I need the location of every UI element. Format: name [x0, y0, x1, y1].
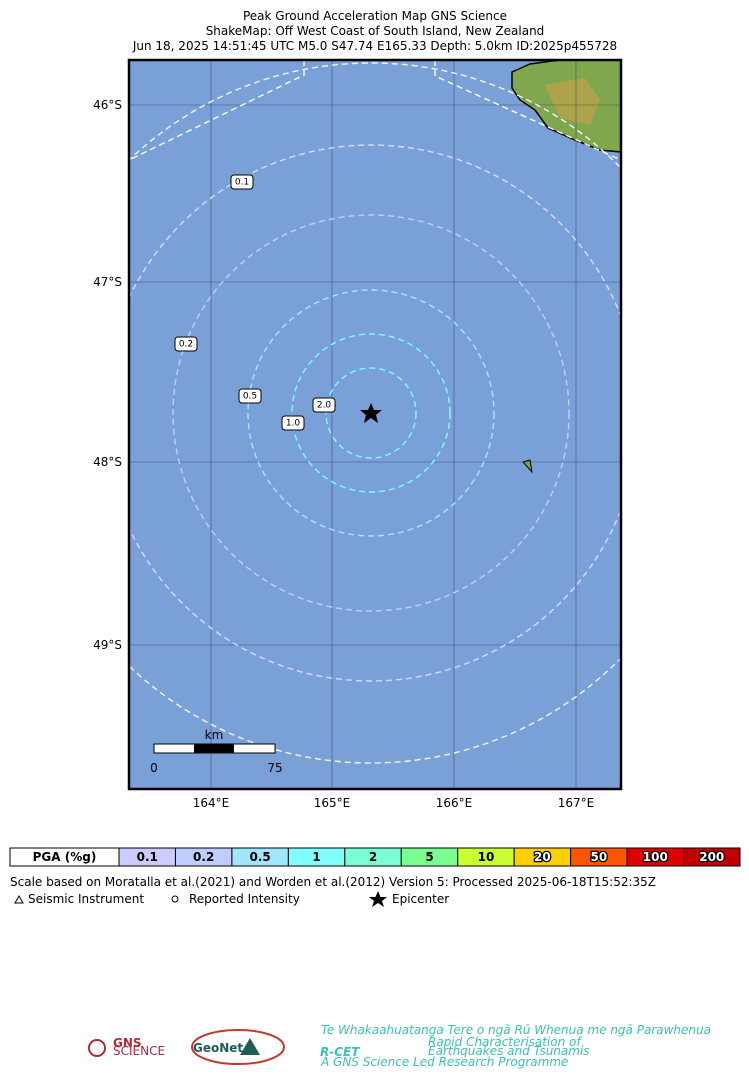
legend-cell-label: 50 [591, 850, 608, 864]
scale-note: Scale based on Moratalla et al.(2021) an… [10, 875, 656, 889]
legend-cell [683, 847, 741, 867]
lon-labels: 164°E 165°E 166°E 167°E [193, 796, 595, 810]
gns-logo: GNS [113, 1036, 142, 1050]
island [522, 459, 533, 474]
legend-cell-label: 10 [478, 850, 495, 864]
contour-label: 1.0 [286, 419, 301, 429]
legend-cell-label: 0.1 [137, 850, 158, 864]
intensity-symbol [171, 895, 179, 903]
rcet-maori: Te Whakaahuatanga Tere o ngā Rū Whenua m… [321, 1023, 711, 1037]
lat-label: 47°S [93, 275, 122, 289]
legend-cell-label: 200 [699, 850, 724, 864]
lon-label: 165°E [314, 796, 351, 810]
subtitle: ShakeMap: Off West Coast of South Island… [206, 24, 545, 38]
map-frame [127, 58, 623, 791]
epicenter-symbol [369, 891, 387, 907]
legend-cell-label: 0.5 [250, 850, 271, 864]
contour-label: 0.2 [179, 340, 193, 350]
contour-label: 2.0 [317, 401, 332, 411]
lon-label: 164°E [193, 796, 230, 810]
lon-label: 166°E [436, 796, 473, 810]
gns-logo-sub: SCIENCE [113, 1044, 165, 1058]
legend-cell-label: 5 [425, 850, 433, 864]
legend-cell-label: 0.2 [193, 850, 214, 864]
legend-cell-label: 1 [312, 850, 320, 864]
contour-labels: 0.1 0.2 0.5 1.0 2.0 [174, 174, 336, 431]
map [129, 60, 621, 789]
contour-label: 0.5 [243, 392, 257, 402]
legend-instrument: Seismic Instrument [28, 892, 144, 906]
rcet-desc: Earthquakes and Tsunamis [428, 1044, 590, 1058]
legend-header: PGA (%g) [33, 850, 97, 864]
ocean [129, 60, 621, 789]
terrain [545, 78, 600, 125]
instrument-symbol [14, 894, 24, 904]
event-info: Jun 18, 2025 14:51:45 UTC M5.0 S47.74 E1… [132, 39, 617, 53]
lat-label: 46°S [93, 98, 122, 112]
contour-label: 0.1 [235, 178, 249, 188]
rcet-logo: R-CET [320, 1045, 360, 1059]
geonet-logo: GeoNet [193, 1041, 243, 1055]
legend-cell-label: 20 [534, 850, 551, 864]
scale-start: 0 [150, 761, 158, 775]
lat-label: 49°S [93, 638, 122, 652]
rcet-desc: Rapid Characterisation of [428, 1035, 582, 1049]
scale-unit: km [205, 728, 224, 742]
graticule [129, 60, 621, 789]
scale-end: 75 [267, 761, 282, 775]
legend-epicenter: Epicenter [392, 892, 449, 906]
lon-label: 167°E [558, 796, 595, 810]
pga-legend: PGA (%g) 0.1 0.2 0.5 1 2 5 10 20 50 100 200 [9, 847, 741, 867]
legend-cell-label: 2 [369, 850, 377, 864]
logos: GNS SCIENCE GeoNet Te Whakaahuatanga Ter… [88, 1023, 711, 1069]
title: Peak Ground Acceleration Map GNS Science [243, 9, 507, 23]
epicenter-star [360, 403, 382, 423]
lat-labels: 46°S 47°S 48°S 49°S [93, 98, 122, 652]
lat-label: 48°S [93, 455, 122, 469]
legend-intensity: Reported Intensity [189, 892, 300, 906]
legend-cell-label: 100 [643, 850, 668, 864]
rcet-foot: A GNS Science Led Research Programme [320, 1055, 568, 1069]
scale-bar: km 0 75 [150, 728, 282, 775]
contours [129, 60, 621, 764]
